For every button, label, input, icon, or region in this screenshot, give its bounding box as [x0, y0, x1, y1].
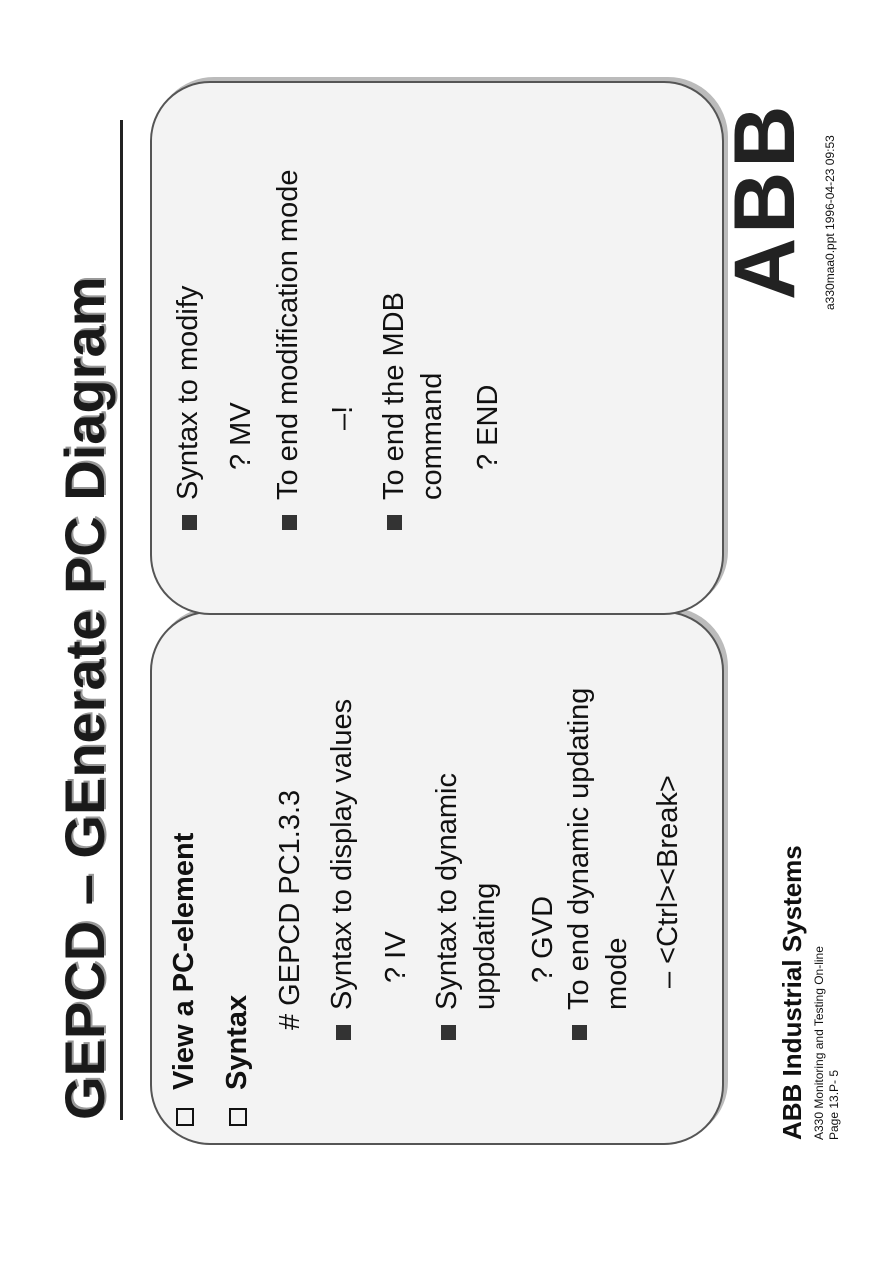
bullet-text: To end dynamic updating mode	[563, 687, 633, 1010]
checkbox	[176, 1108, 194, 1126]
code-line: ? END	[472, 384, 504, 470]
bullet	[572, 1025, 587, 1040]
code-line: # GEPCD PC1.3.3	[274, 789, 306, 1030]
title-rule	[120, 120, 123, 1120]
code-line: ? MV	[225, 402, 257, 470]
code-line: – <Ctrl><Break>	[652, 775, 684, 988]
logo: ABB	[717, 101, 813, 300]
bullet-text: Syntax to modify	[172, 285, 204, 500]
code-line: –!	[327, 405, 359, 430]
bullet	[387, 515, 402, 530]
bullet	[182, 515, 197, 530]
code-line: ? IV	[380, 931, 412, 983]
heading: View a PC-element	[168, 832, 200, 1090]
company: ABB Industrial Systems	[777, 845, 807, 1140]
bullet-text: Syntax to dynamic uppdating	[431, 773, 501, 1010]
heading: Syntax	[221, 994, 253, 1090]
file-info: a330maa0.ppt 1996-04-23 09:53	[823, 135, 837, 310]
bullet-text: To end the MDB command	[378, 292, 448, 500]
slide-title: GEPCD – GEnerate PC Diagram	[53, 276, 116, 1120]
page-number: Page 13.P- 5	[827, 1069, 841, 1140]
code-line: ? GVD	[527, 895, 559, 983]
bullet	[441, 1025, 456, 1040]
bullet-text: Syntax to display values	[326, 698, 358, 1010]
bullet	[336, 1025, 351, 1040]
course: A330 Monitoring and Testing On-line	[812, 946, 826, 1140]
bullet-text: To end modification mode	[272, 169, 304, 500]
bullet	[282, 515, 297, 530]
checkbox	[229, 1108, 247, 1126]
